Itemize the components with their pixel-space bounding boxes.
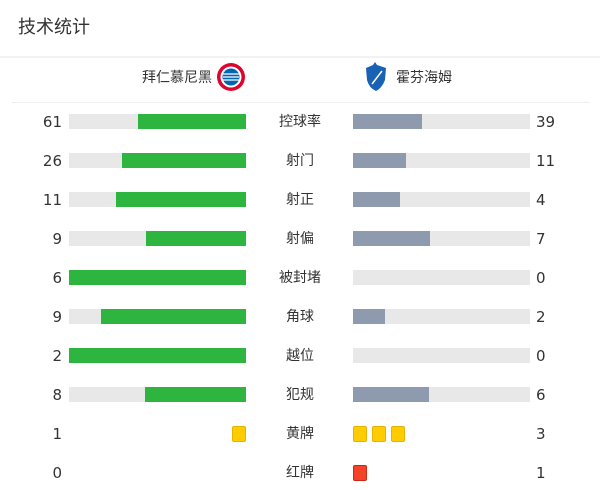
home-bar [69,348,246,363]
home-bar [69,192,246,207]
away-value: 3 [536,425,546,443]
away-team-name: 霍芬海姆 [396,70,452,86]
stat-label: 越位 [286,348,314,364]
away-value: 2 [536,308,546,326]
away-bar-fill [353,192,401,207]
home-bar [69,387,246,402]
stat-label: 黄牌 [286,426,314,442]
away-bar [353,114,530,129]
away-cards [353,426,405,442]
away-bar [353,231,530,246]
home-bar-fill [121,153,246,168]
yellow-card-icon [232,426,246,442]
home-bar-fill [101,309,246,324]
stat-row: 11 射正 4 [0,190,600,210]
away-value: 6 [536,386,546,404]
red-card-row: 0 红牌 1 [0,463,600,483]
home-bar [69,309,246,324]
away-value: 7 [536,230,546,248]
away-bar-fill [353,231,431,246]
stat-label: 控球率 [279,114,321,130]
away-bar [353,387,530,402]
stat-row: 9 角球 2 [0,307,600,327]
home-bar [69,231,246,246]
away-bar [353,348,530,363]
home-team[interactable]: 拜仁慕尼黑 [142,60,246,94]
away-bar-fill [353,153,406,168]
stat-row: 2 越位 0 [0,346,600,366]
home-bar [69,270,246,285]
home-bar-fill [144,387,246,402]
home-value: 9 [52,308,62,326]
home-bar-fill [69,270,246,285]
teams-header: 拜仁慕尼黑 霍芬海姆 [0,60,600,100]
tsg-hoffenheim-logo-icon [366,62,386,91]
stat-label: 射门 [286,153,314,169]
home-value: 0 [52,464,62,482]
home-bar [69,114,246,129]
away-bar [353,192,530,207]
stat-label: 射正 [286,192,314,208]
away-bar [353,270,530,285]
away-team[interactable]: 霍芬海姆 [364,60,452,94]
stat-label: 被封堵 [279,270,321,286]
divider [0,56,600,58]
home-value: 6 [52,269,62,287]
away-bar [353,309,530,324]
yellow-card-icon [353,426,367,442]
home-team-name: 拜仁慕尼黑 [142,70,212,86]
home-value: 9 [52,230,62,248]
stat-row: 26 射门 11 [0,151,600,171]
fc-bayern-logo-icon [217,63,245,91]
away-bar [353,153,530,168]
home-value: 26 [42,152,62,170]
yellow-card-row: 1 黄牌 3 [0,424,600,444]
stat-row: 8 犯规 6 [0,385,600,405]
stat-label: 犯规 [286,387,314,403]
page-title: 技术统计 [18,17,90,38]
away-cards [353,465,367,481]
yellow-card-icon [391,426,405,442]
stat-label: 红牌 [286,465,314,481]
home-bar-fill [138,114,246,129]
stat-row: 9 射偏 7 [0,229,600,249]
away-value: 1 [536,464,546,482]
home-value: 61 [42,113,62,131]
stat-row: 61 控球率 39 [0,112,600,132]
home-value: 2 [52,347,62,365]
stat-label: 射偏 [286,231,314,247]
home-value: 11 [42,191,62,209]
home-cards [232,426,246,442]
divider [12,102,590,103]
away-value: 0 [536,269,546,287]
away-bar-fill [353,114,423,129]
stat-label: 角球 [286,309,314,325]
away-value: 39 [536,113,556,131]
stat-row: 6 被封堵 0 [0,268,600,288]
home-value: 1 [52,425,62,443]
away-value: 11 [536,152,556,170]
red-card-icon [353,465,367,481]
home-bar-fill [69,348,246,363]
away-value: 4 [536,191,546,209]
home-bar [69,153,246,168]
home-bar-fill [146,231,246,246]
yellow-card-icon [372,426,386,442]
away-value: 0 [536,347,546,365]
away-bar-fill [353,387,429,402]
away-bar-fill [353,309,386,324]
home-bar-fill [116,192,246,207]
home-value: 8 [52,386,62,404]
